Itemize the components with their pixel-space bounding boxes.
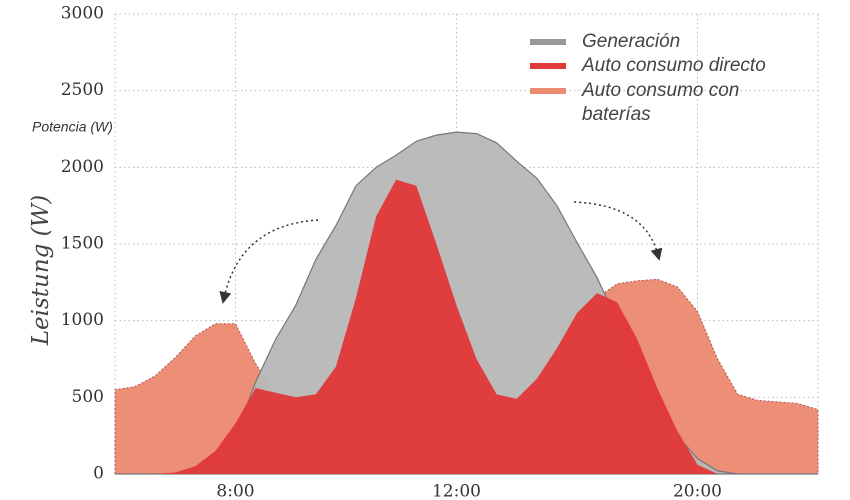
x-tick-label: 20:00 [673, 482, 722, 500]
area [115, 179, 818, 474]
y-tick-label: 1000 [61, 310, 104, 330]
legend-label: Auto consumo con baterías [581, 80, 739, 125]
y-tick-label: 3000 [61, 4, 104, 24]
annotation: Potencia (W) [32, 119, 113, 135]
legend: Generación Auto consumo directo Auto consu… [530, 31, 766, 125]
legend-label: Generación [582, 31, 680, 52]
plot-area [114, 131, 819, 475]
arrow [219, 219, 319, 304]
y-tick-label: 1500 [61, 234, 104, 254]
y-tick-label: 500 [72, 387, 104, 407]
y-tick-label: 0 [93, 464, 104, 484]
legend-label: Auto consumo directo [581, 55, 766, 76]
x-tick-label: 8:00 [216, 482, 254, 500]
arrow [573, 201, 663, 261]
y-axis-label: Leistung (W) [28, 195, 54, 347]
y-tick-label: 2000 [61, 157, 104, 177]
y-tick-label: 2500 [61, 80, 104, 100]
x-tick-label: 12:00 [432, 482, 481, 500]
